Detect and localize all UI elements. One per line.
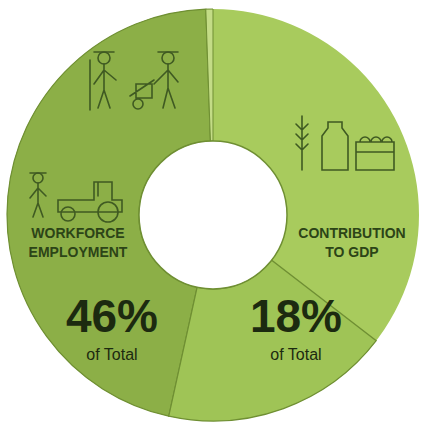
category-label: CONTRIBUTION TO GDP <box>298 225 405 260</box>
hole <box>139 141 287 289</box>
value-label: 18% <box>250 290 342 342</box>
category-label: WORKFORCE EMPLOYMENT <box>29 225 128 260</box>
category-line: WORKFORCE <box>31 225 124 241</box>
value-label: 46% <box>66 290 158 342</box>
category-line: CONTRIBUTION <box>298 225 405 241</box>
category-line: EMPLOYMENT <box>29 244 128 260</box>
category-line: TO GDP <box>325 244 378 260</box>
annotation: of Total <box>86 346 137 363</box>
ring-background <box>7 9 419 421</box>
chart: WORKFORCE EMPLOYMENT 46% of Total CONTRIBUTI… <box>0 0 423 432</box>
icons <box>30 52 394 222</box>
gap <box>206 9 213 141</box>
annotation: of Total <box>270 346 321 363</box>
